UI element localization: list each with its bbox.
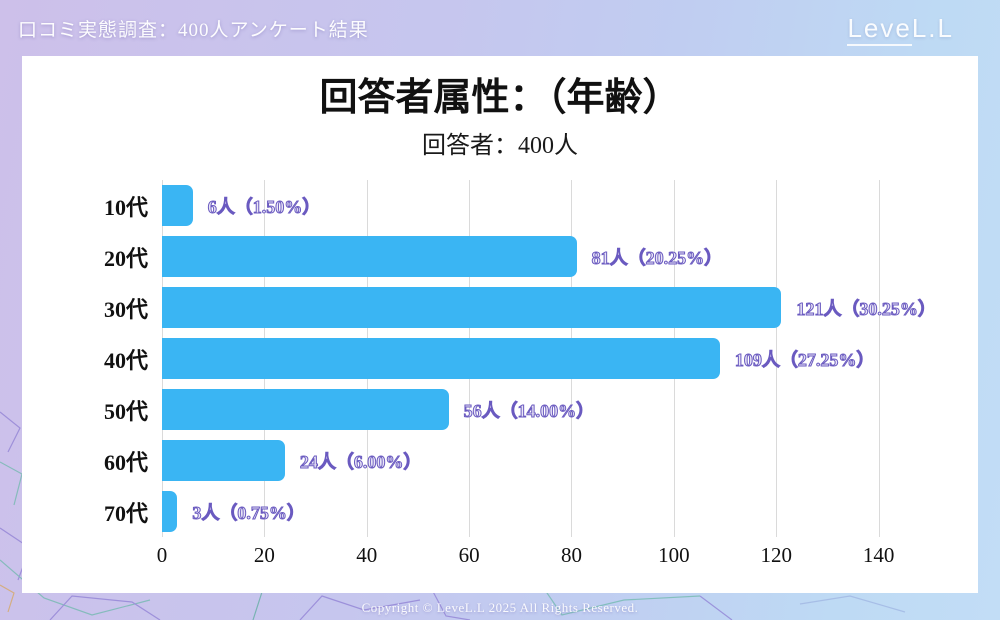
chart-card: 回答者属性：（年齢） 回答者：400人 10代 20代 30代 40代 50代 60代 70… bbox=[22, 56, 978, 593]
bar-row: 24人（6.00%） bbox=[162, 435, 940, 486]
bar bbox=[162, 236, 577, 277]
bar-row: 81人（20.25%） bbox=[162, 231, 940, 282]
bar-row: 56人（14.00%） bbox=[162, 384, 940, 435]
bar bbox=[162, 389, 449, 430]
brand-logo-rest: L.L bbox=[911, 12, 954, 43]
x-tick-label: 60 bbox=[458, 543, 480, 567]
category-label: 30代 bbox=[103, 296, 148, 322]
bar-value-label: 121人（30.25%） bbox=[796, 298, 936, 319]
bar bbox=[162, 185, 193, 226]
plot-wrap: 6人（1.50%） 81人（20.25%） 121人（30.25%） 109人（27.… bbox=[157, 180, 940, 571]
bar-row: 109人（27.25%） bbox=[162, 333, 940, 384]
brand-logo: LeveL.L bbox=[847, 12, 954, 46]
copyright-text: Copyright © LeveL.L 2025 All Rights Rese… bbox=[361, 600, 639, 615]
bar-value-label: 81人（20.25%） bbox=[591, 247, 723, 268]
x-tick-label: 120 bbox=[760, 543, 792, 567]
category-label: 20代 bbox=[103, 245, 148, 271]
plot-area: 6人（1.50%） 81人（20.25%） 121人（30.25%） 109人（27.… bbox=[162, 180, 940, 537]
category-label: 50代 bbox=[103, 398, 148, 424]
banner-title: 口コミ実態調査：400人アンケート結果 bbox=[18, 19, 369, 41]
category-label: 60代 bbox=[103, 449, 148, 475]
x-tick-label: 140 bbox=[862, 543, 895, 567]
bar-row: 3人（0.75%） bbox=[162, 486, 940, 537]
x-tick-label: 100 bbox=[658, 543, 690, 567]
chart-title: 回答者属性：（年齢） bbox=[319, 77, 681, 119]
bar bbox=[162, 287, 782, 328]
bar bbox=[162, 491, 178, 532]
chart-subtitle: 回答者：400人 bbox=[422, 133, 578, 159]
top-banner: 口コミ実態調査：400人アンケート結果 LeveL.L bbox=[0, 0, 1000, 56]
brand-logo-underlined: Leve bbox=[847, 12, 912, 46]
bar bbox=[162, 338, 720, 379]
x-tick-label: 0 bbox=[156, 543, 168, 567]
bar-row: 121人（30.25%） bbox=[162, 282, 940, 333]
category-label: 10代 bbox=[103, 194, 148, 220]
bar-value-label: 109人（27.25%） bbox=[734, 349, 875, 370]
bar-value-label: 6人（1.50%） bbox=[207, 196, 321, 217]
category-labels: 10代 20代 30代 40代 50代 60代 70代 bbox=[22, 180, 162, 571]
bar-value-label: 3人（0.75%） bbox=[192, 502, 305, 523]
x-axis: 0 20 40 60 80 100 120 140 bbox=[157, 537, 940, 571]
bar-value-label: 24人（6.00%） bbox=[299, 451, 422, 472]
gridline bbox=[776, 180, 778, 537]
bar-chart: 10代 20代 30代 40代 50代 60代 70代 6人（1.50%） 81人（20.25… bbox=[22, 180, 940, 571]
bar-value-label: 56人（14.00%） bbox=[463, 400, 595, 421]
x-tick-label: 40 bbox=[356, 543, 378, 567]
category-label: 70代 bbox=[103, 500, 148, 526]
bar bbox=[162, 440, 285, 481]
gridline bbox=[878, 180, 880, 537]
bar-row: 6人（1.50%） bbox=[162, 180, 940, 231]
x-tick-label: 80 bbox=[560, 543, 582, 567]
x-tick-label: 20 bbox=[253, 543, 275, 567]
category-label: 40代 bbox=[103, 347, 148, 373]
